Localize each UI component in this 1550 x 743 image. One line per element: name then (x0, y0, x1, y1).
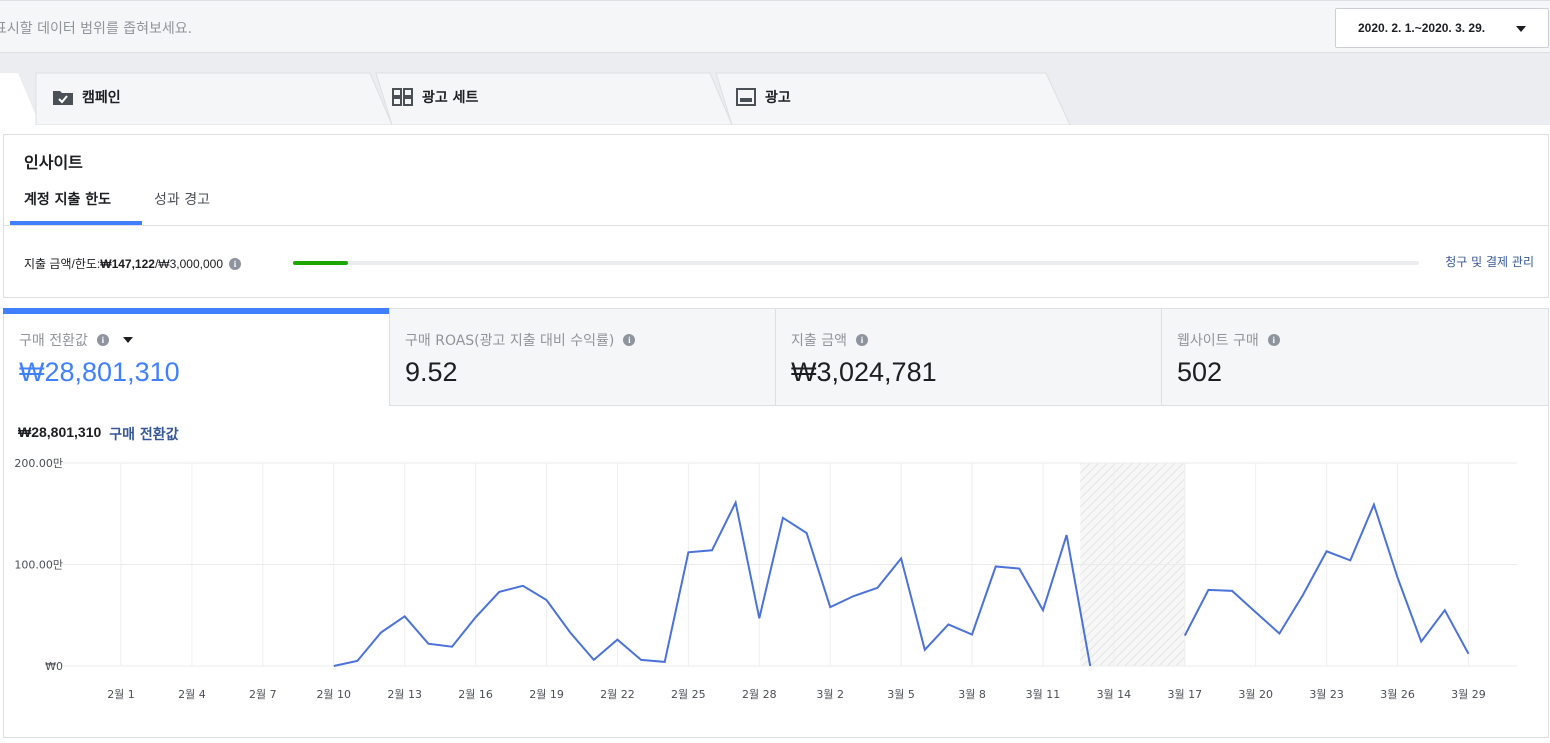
date-range-label: 2020. 2. 1.~2020. 3. 29. (1358, 21, 1486, 35)
spend-amount: ₩147,122 (100, 256, 155, 271)
spend-limit-line: 지출 금액/한도: ₩147,122 /₩3,000,000 i (24, 255, 241, 272)
tab-ad-label: 광고 (765, 90, 791, 106)
tab-shape-active (0, 73, 40, 125)
x-tick-label: 3월 8 (958, 688, 986, 701)
divider (4, 225, 1548, 226)
y-tick-label: 200.00만 (14, 457, 63, 470)
metric-active-bar (3, 308, 390, 314)
metric-value: 9.52 (405, 357, 458, 387)
x-tick-label: 3월 23 (1309, 688, 1344, 701)
series-line (333, 499, 1092, 667)
x-tick-label: 2월 22 (600, 688, 635, 701)
spend-progress-fill (293, 261, 349, 265)
x-tick-label: 3월 2 (816, 688, 844, 701)
info-icon[interactable]: i (1267, 334, 1280, 346)
tab-shape-ad (715, 72, 1071, 125)
metric-label: 웹사이트 구매 (1177, 333, 1259, 349)
info-icon[interactable]: i (96, 334, 109, 346)
x-tick-label: 3월 29 (1451, 688, 1486, 701)
info-icon[interactable]: i (855, 334, 868, 346)
spend-label: 지출 금액/한도: (24, 257, 101, 271)
x-tick-label: 3월 20 (1238, 688, 1273, 701)
insights-title: 인사이트 (24, 153, 83, 172)
x-tick-label: 2월 28 (742, 688, 777, 701)
y-tick-label: ₩0 (45, 660, 63, 673)
info-icon[interactable]: i (623, 334, 636, 346)
chevron-down-icon (1516, 26, 1526, 32)
tab-performance-alerts[interactable]: 성과 경고 (154, 192, 210, 208)
metric-card-roas[interactable]: 구매 ROAS(광고 지출 대비 수익률) i 9.52 (389, 308, 776, 406)
metric-card-purchase-value[interactable]: 구매 전환값 i ₩28,801,310 (3, 308, 390, 406)
x-tick-label: 3월 14 (1097, 688, 1132, 701)
grid-icon (392, 88, 413, 106)
x-tick-label: 2월 16 (458, 688, 493, 701)
x-tick-label: 3월 5 (887, 688, 915, 701)
filter-bar: 표시할 데이터 범위를 좁혀보세요. 2020. 2. 1.~2020. 3. … (0, 0, 1550, 53)
metric-label: 구매 ROAS(광고 지출 대비 수익률) (405, 333, 615, 349)
ad-icon (736, 88, 756, 106)
metric-cards: 구매 전환값 i ₩28,801,310 구매 ROAS(광고 지출 대비 수익… (3, 308, 1549, 406)
line-chart: ₩0 100.00만 200.00만 2월 1 2월 4 2월 7 2월 10 2월 13 2월… (14, 457, 1517, 701)
spend-progress-bar (293, 261, 1419, 265)
date-range-picker[interactable]: 2020. 2. 1.~2020. 3. 29. (1335, 8, 1549, 48)
info-icon[interactable]: i (229, 257, 241, 270)
tab-shapes (0, 72, 1071, 125)
x-tick-label: 3월 17 (1167, 688, 1202, 701)
x-tick-label: 2월 10 (316, 688, 351, 701)
filter-hint[interactable]: 표시할 데이터 범위를 좁혀보세요. (0, 21, 193, 37)
chart-summary-name: 구매 전환값 (109, 427, 179, 443)
tab-campaign[interactable]: 캠페인 (52, 87, 121, 107)
tab-ad[interactable]: 광고 (735, 87, 791, 107)
series-line (1183, 501, 1470, 655)
metric-value: ₩3,024,781 (791, 357, 937, 387)
metric-card-spend[interactable]: 지출 금액 i ₩3,024,781 (775, 308, 1162, 406)
x-tick-label: 2월 19 (529, 688, 564, 701)
insights-panel: 인사이트 계정 지출 한도 성과 경고 지출 금액/한도: ₩147,122 /… (3, 134, 1549, 298)
metric-card-website-purchases[interactable]: 웹사이트 구매 i 502 (1161, 308, 1549, 406)
tab-account-spending-limit[interactable]: 계정 지출 한도 (24, 192, 112, 208)
tab-adset[interactable]: 광고 세트 (392, 87, 478, 107)
chevron-down-icon[interactable] (122, 337, 133, 343)
x-tick-label: 3월 11 (1026, 688, 1061, 701)
level-tabs: 캠페인 광고 세트 광고 (0, 53, 1550, 125)
tab-campaign-label: 캠페인 (82, 90, 121, 106)
y-tick-label: 100.00만 (14, 559, 63, 572)
metric-label: 구매 전환값 (19, 333, 88, 349)
chart-summary-value: ₩28,801,310 (18, 424, 102, 440)
x-tick-label: 2월 7 (249, 688, 277, 701)
chart-card: ₩0 100.00만 200.00만 2월 1 2월 4 2월 7 2월 10 2월 13 2월… (3, 406, 1549, 738)
chart-summary: ₩28,801,310 구매 전환값 (18, 424, 179, 444)
billing-management-link[interactable]: 청구 및 결제 관리 (1445, 255, 1534, 269)
x-tick-label: 2월 13 (387, 688, 422, 701)
spend-limit: /₩3,000,000 (154, 256, 223, 271)
folder-check-icon (53, 91, 73, 105)
x-tick-label: 3월 26 (1380, 688, 1415, 701)
tab-shape-adset (375, 72, 733, 125)
x-tick-label: 2월 25 (671, 688, 706, 701)
metric-value: ₩28,801,310 (19, 357, 180, 387)
x-tick-label: 2월 4 (178, 688, 206, 701)
metric-value: 502 (1177, 357, 1223, 387)
active-tab-indicator (10, 221, 142, 225)
metric-label: 지출 금액 (791, 333, 847, 349)
tab-adset-label: 광고 세트 (422, 90, 479, 106)
x-tick-label: 2월 1 (107, 688, 135, 701)
tab-shape-campaign (35, 72, 393, 125)
